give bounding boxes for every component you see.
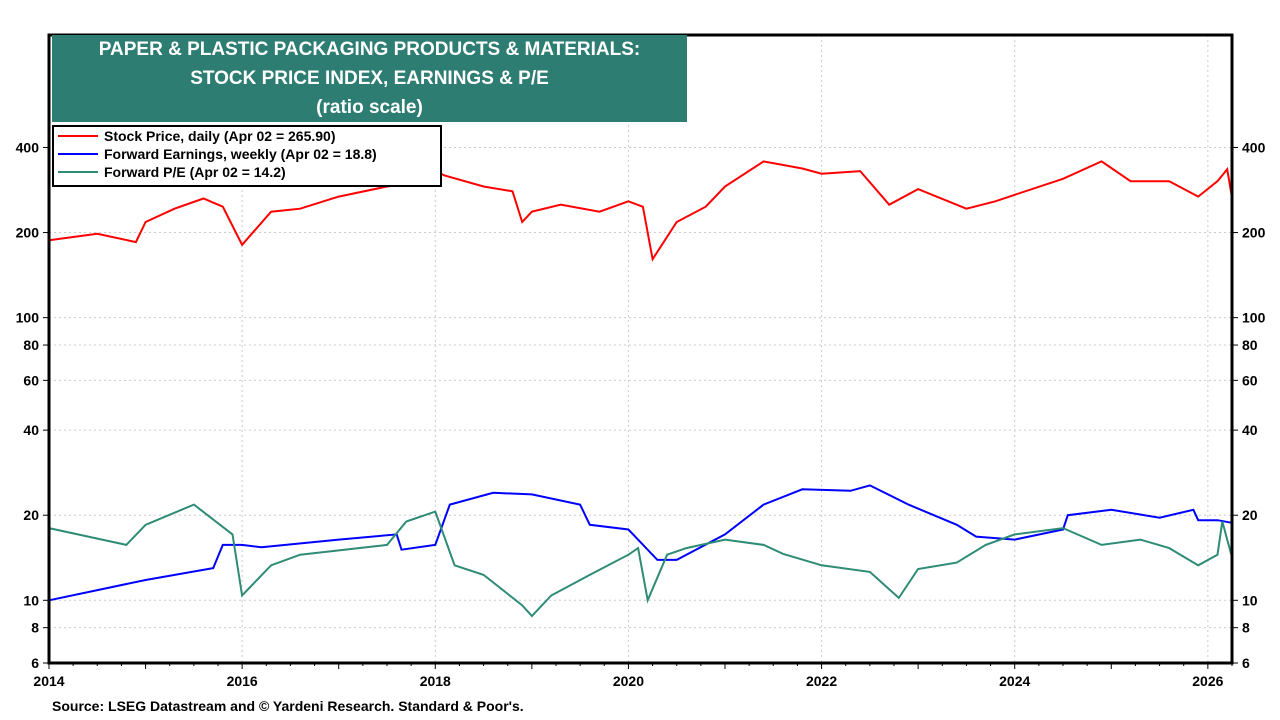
legend-item-forward-pe: Forward P/E (Apr 02 = 14.2) (54, 163, 440, 181)
series-line-2 (48, 503, 1233, 618)
title-line-2: STOCK PRICE INDEX, EARNINGS & P/E (190, 68, 549, 89)
y-tick-label-right: 6 (1242, 655, 1250, 671)
title-line-3: (ratio scale) (316, 97, 423, 118)
y-tick-label-left: 60 (23, 372, 39, 388)
y-tick-label-left: 100 (16, 310, 40, 326)
series-line-1 (48, 484, 1233, 602)
legend-swatch (58, 171, 98, 173)
y-tick-label-right: 200 (1242, 225, 1266, 241)
y-tick-label-left: 40 (23, 422, 39, 438)
y-tick-label-left: 80 (23, 337, 39, 353)
y-tick-label-left: 200 (16, 225, 40, 241)
y-tick-label-right: 40 (1242, 422, 1258, 438)
series-line-0 (48, 160, 1233, 262)
x-tick-label: 2014 (33, 673, 64, 689)
y-tick-label-right: 20 (1242, 507, 1258, 523)
legend-item-stock-price: Stock Price, daily (Apr 02 = 265.90) (54, 127, 440, 145)
chart-title: PAPER & PLASTIC PACKAGING PRODUCTS & MAT… (52, 35, 687, 122)
y-tick-label-left: 10 (23, 592, 39, 608)
y-tick-label-right: 8 (1242, 620, 1250, 636)
x-tick-label: 2026 (1192, 673, 1223, 689)
y-tick-label-right: 60 (1242, 372, 1258, 388)
y-tick-label-left: 20 (23, 507, 39, 523)
x-tick-label: 2022 (806, 673, 837, 689)
legend-label: Stock Price, daily (Apr 02 = 265.90) (104, 128, 336, 144)
x-tick-label: 2018 (420, 673, 451, 689)
legend-swatch (58, 135, 98, 137)
y-tick-label-right: 100 (1242, 310, 1266, 326)
y-tick-label-left: 6 (31, 655, 39, 671)
x-tick-label: 2016 (227, 673, 258, 689)
x-tick-label: 2024 (999, 673, 1030, 689)
source-note: Source: LSEG Datastream and © Yardeni Re… (52, 698, 524, 714)
y-tick-label-right: 10 (1242, 592, 1258, 608)
legend-label: Forward Earnings, weekly (Apr 02 = 18.8) (104, 146, 377, 162)
legend-swatch (58, 153, 98, 155)
title-line-1: PAPER & PLASTIC PACKAGING PRODUCTS & MAT… (98, 39, 641, 60)
y-tick-label-right: 80 (1242, 337, 1258, 353)
legend-item-forward-earnings: Forward Earnings, weekly (Apr 02 = 18.8) (54, 145, 440, 163)
legend: Stock Price, daily (Apr 02 = 265.90) For… (52, 125, 442, 187)
x-tick-label: 2020 (613, 673, 644, 689)
legend-label: Forward P/E (Apr 02 = 14.2) (104, 164, 286, 180)
y-tick-label-right: 400 (1242, 139, 1266, 155)
y-tick-label-left: 400 (16, 139, 40, 155)
y-tick-label-left: 8 (31, 620, 39, 636)
